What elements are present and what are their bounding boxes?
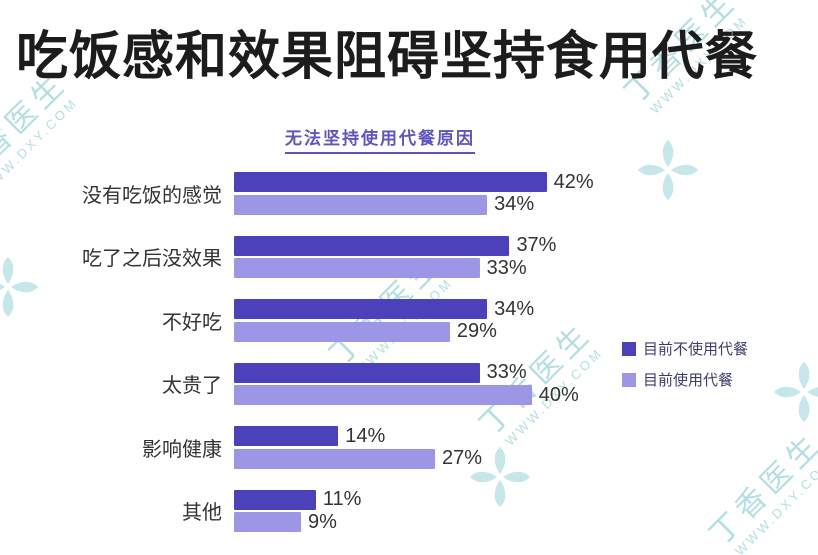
chart-title-wrap: 无法坚持使用代餐原因: [0, 124, 760, 154]
bar-line: 34%: [234, 193, 569, 215]
category-label: 没有吃饭的感觉: [82, 184, 222, 207]
bar-line: 14%: [234, 424, 569, 447]
legend-swatch: [622, 372, 636, 387]
legend-item: 目前使用代餐: [622, 369, 748, 390]
chart-row: 太贵了 33% 40%: [0, 361, 579, 408]
value-label: 40%: [538, 383, 579, 406]
bar-line: 29%: [234, 320, 569, 342]
bar-group: 14% 27%: [234, 424, 569, 471]
chart-legend: 目前不使用代餐 目前使用代餐: [622, 328, 748, 400]
bar-line: 34%: [234, 297, 569, 320]
value-label: 33%: [486, 256, 527, 279]
bar-line: 40%: [234, 384, 579, 406]
legend-swatch: [622, 341, 636, 356]
bar-series-1: [234, 448, 435, 469]
bar-line: 27%: [234, 447, 569, 469]
legend-label: 目前不使用代餐: [643, 341, 749, 358]
chart-row: 其他 11% 9%: [0, 488, 569, 535]
bar-line: 9%: [234, 510, 569, 533]
category-label: 其他: [182, 502, 222, 525]
bar-series-1: [234, 194, 488, 215]
bar-series-0: [234, 489, 316, 510]
chart-row: 影响健康 14% 27%: [0, 424, 569, 471]
chart-row: 吃了之后没效果 37% 33%: [0, 234, 569, 281]
chart-title: 无法坚持使用代餐原因: [285, 124, 475, 154]
category-label: 影响健康: [142, 438, 222, 461]
value-label: 11%: [322, 488, 362, 510]
bar-series-1: [234, 321, 450, 342]
bar-series-1: [234, 512, 301, 532]
value-label: 34%: [494, 193, 535, 215]
bar-series-1: [234, 385, 532, 405]
page-title: 吃饭感和效果阻碍坚持食用代餐: [16, 28, 759, 86]
value-label: 33%: [486, 361, 527, 383]
category-label: 不好吃: [162, 311, 222, 334]
bar-line: 42%: [234, 171, 594, 193]
legend-label: 目前使用代餐: [643, 372, 734, 389]
bar-chart: 没有吃饭的感觉 42% 34% 吃了之后没效果 37% 33% 不好吃 34% 29% 太贵了 33…: [0, 170, 594, 551]
chart-row: 没有吃饭的感觉 42% 34%: [0, 170, 594, 217]
bar-line: 33%: [234, 361, 569, 383]
bar-group: 42% 34%: [234, 170, 594, 217]
value-label: 27%: [442, 447, 483, 469]
category-label: 太贵了: [162, 375, 222, 398]
value-label: 9%: [308, 510, 337, 533]
bar-series-0: [234, 299, 488, 319]
value-label: 14%: [345, 424, 386, 447]
bar-series-0: [234, 426, 339, 446]
bar-line: 33%: [234, 256, 569, 279]
bar-series-0: [234, 172, 547, 192]
bar-series-0: [234, 362, 480, 383]
value-label: 29%: [456, 320, 497, 342]
bar-series-0: [234, 235, 510, 256]
bar-group: 37% 33%: [234, 234, 569, 281]
bar-line: 37%: [234, 234, 569, 256]
value-label: 34%: [494, 297, 535, 320]
chart-row: 不好吃 34% 29%: [0, 297, 569, 344]
category-label: 吃了之后没效果: [82, 248, 222, 271]
value-label: 37%: [516, 234, 557, 256]
bar-line: 11%: [234, 488, 569, 510]
legend-item: 目前不使用代餐: [622, 338, 748, 359]
bar-group: 34% 29%: [234, 297, 569, 344]
value-label: 42%: [553, 170, 594, 193]
bar-group: 33% 40%: [234, 361, 579, 408]
bar-group: 11% 9%: [234, 488, 569, 535]
bar-series-1: [234, 258, 480, 278]
